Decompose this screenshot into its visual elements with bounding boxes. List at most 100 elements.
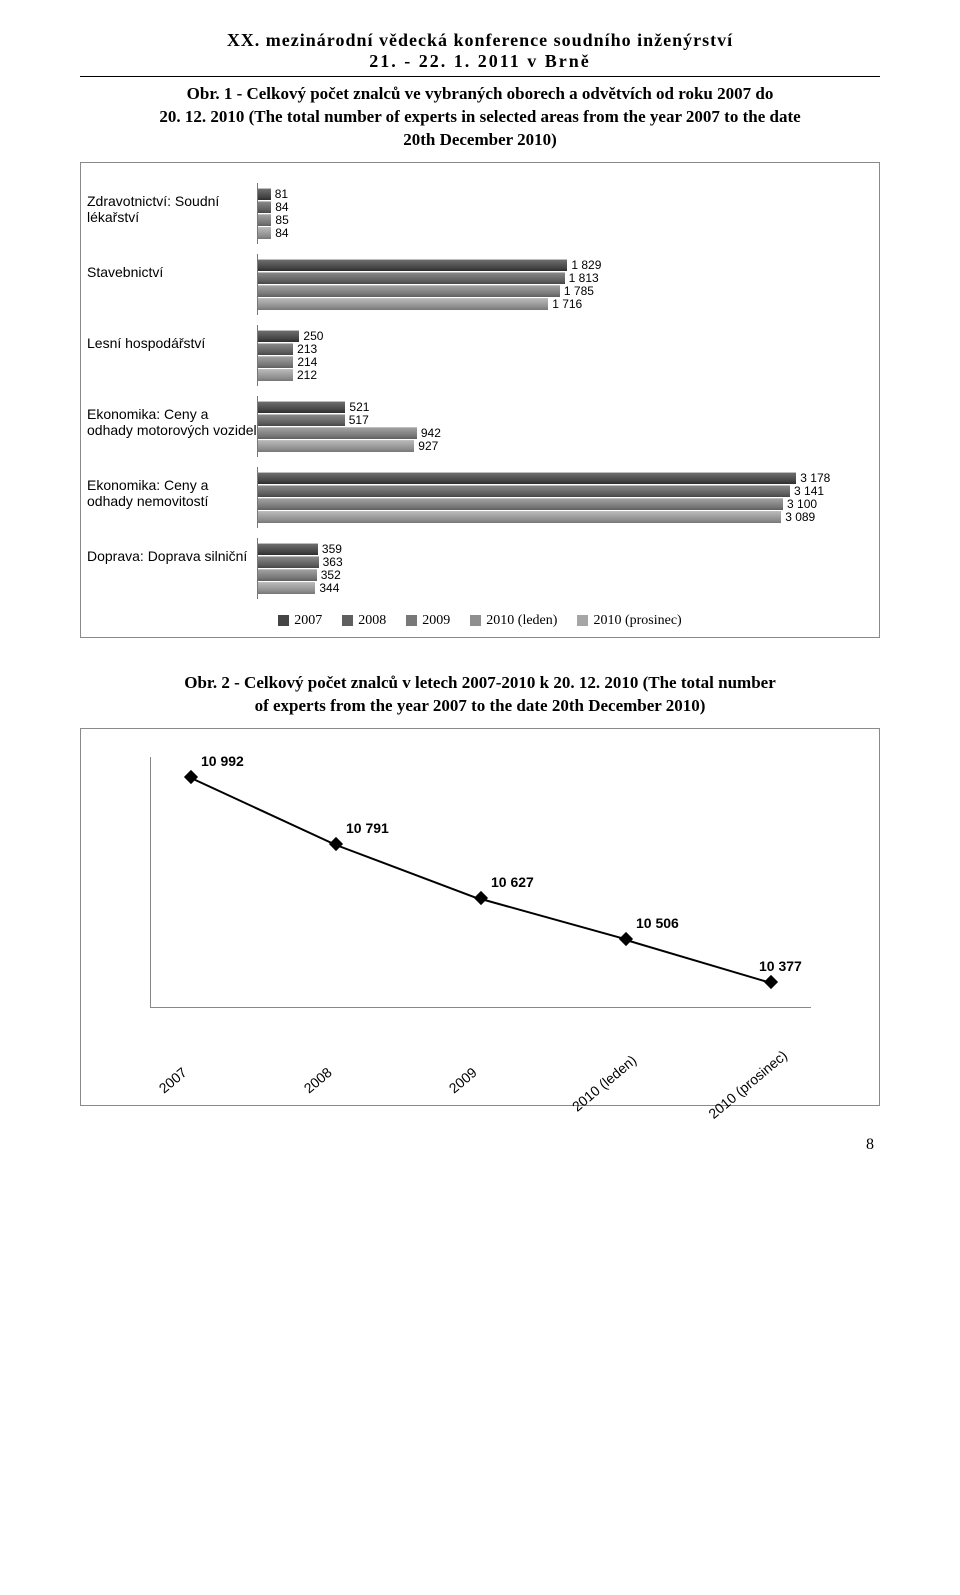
bar-value-label: 213 [297, 342, 317, 356]
bar-value-label: 250 [303, 329, 323, 343]
bar-value-label: 927 [418, 439, 438, 453]
bars-column: 1 8291 8131 7851 716 [257, 258, 873, 311]
legend-label: 2009 [422, 613, 450, 629]
bar-group-label: Zdravotnictví: Soudní lékařství [87, 187, 257, 225]
bar-group: Stavebnictví1 8291 8131 7851 716 [87, 258, 873, 311]
bar-value-label: 1 829 [571, 258, 601, 272]
bar-value-label: 3 178 [800, 471, 830, 485]
bar [257, 472, 796, 484]
bar-chart: Zdravotnictví: Soudní lékařství81848584S… [87, 187, 873, 595]
line-segment [191, 777, 337, 846]
bar [257, 272, 565, 284]
bar-value-label: 3 089 [785, 510, 815, 524]
caption1-l2: 20. 12. 2010 (The total number of expert… [159, 107, 800, 126]
caption2-l2: of experts from the year 2007 to the dat… [255, 696, 706, 715]
bar [257, 201, 271, 213]
bar-value-label: 3 100 [787, 497, 817, 511]
bar [257, 543, 318, 555]
bar-value-label: 517 [349, 413, 369, 427]
legend-label: 2010 (prosinec) [593, 613, 681, 629]
bar-value-label: 521 [349, 400, 369, 414]
bar-group: Zdravotnictví: Soudní lékařství81848584 [87, 187, 873, 240]
bar-value-label: 1 785 [564, 284, 594, 298]
bar [257, 227, 271, 239]
bar-value-label: 363 [323, 555, 343, 569]
bars-column: 359363352344 [257, 542, 873, 595]
bar [257, 427, 417, 439]
legend-label: 2008 [358, 613, 386, 629]
legend-item: 2010 (leden) [470, 613, 557, 629]
line-point [474, 891, 488, 905]
line-segment [481, 898, 627, 940]
x-axis-label: 2007 [156, 1064, 190, 1096]
bars-column: 3 1783 1413 1003 089 [257, 471, 873, 524]
bar-group-label: Ekonomika: Ceny a odhady nemovitostí [87, 471, 257, 509]
bar-value-label: 85 [275, 213, 288, 227]
bar-group: Doprava: Doprava silniční359363352344 [87, 542, 873, 595]
bar [257, 214, 271, 226]
bar [257, 285, 560, 297]
line-chart-plot: 10 99210 79110 62710 50610 377 [150, 757, 811, 1008]
bar [257, 498, 783, 510]
line-chart-xlabels: 2007200820092010 (leden)2010 (prosinec) [150, 1012, 810, 1092]
line-chart-frame: 10 99210 79110 62710 50610 377 200720082… [80, 728, 880, 1106]
x-axis-label: 2010 (prosinec) [705, 1047, 790, 1122]
line-segment [626, 939, 772, 984]
bar-value-label: 942 [421, 426, 441, 440]
header-subtitle: 21. - 22. 1. 2011 v Brně [80, 51, 880, 77]
legend-item: 2007 [278, 613, 322, 629]
legend-swatch [342, 615, 353, 626]
bar-group-label: Stavebnictví [87, 258, 257, 280]
x-axis-label: 2010 (leden) [569, 1052, 640, 1115]
bar [257, 298, 548, 310]
bar-value-label: 84 [275, 226, 288, 240]
bar-chart-legend: 2007 2008 2009 2010 (leden) 2010 (prosinec) [87, 613, 873, 632]
legend-label: 2010 (leden) [486, 613, 557, 629]
line-point-label: 10 791 [346, 820, 389, 836]
bar [257, 414, 345, 426]
bar [257, 259, 567, 271]
line-point-label: 10 377 [759, 958, 802, 974]
line-point-label: 10 506 [636, 915, 679, 931]
bar-group-label: Lesní hospodářství [87, 329, 257, 351]
bar [257, 556, 319, 568]
bar-value-label: 1 813 [569, 271, 599, 285]
x-axis-label: 2008 [301, 1064, 335, 1096]
line-point-label: 10 992 [201, 753, 244, 769]
bar-value-label: 214 [297, 355, 317, 369]
line-segment [336, 844, 482, 901]
header-title: XX. mezinárodní vědecká konference soudn… [80, 30, 880, 51]
bar-chart-frame: Zdravotnictví: Soudní lékařství81848584S… [80, 162, 880, 639]
bar-value-label: 352 [321, 568, 341, 582]
bar-value-label: 359 [322, 542, 342, 556]
bar [257, 569, 317, 581]
legend-label: 2007 [294, 613, 322, 629]
bar-group: Ekonomika: Ceny a odhady motorových vozi… [87, 400, 873, 453]
bar [257, 440, 414, 452]
bars-column: 521517 942927 [257, 400, 873, 453]
bars-column: 250213214212 [257, 329, 873, 382]
figure1-caption: Obr. 1 - Celkový počet znalců ve vybraný… [80, 83, 880, 152]
legend-item: 2010 (prosinec) [577, 613, 681, 629]
line-point [329, 836, 343, 850]
bar [257, 485, 790, 497]
caption1-l1: Obr. 1 - Celkový počet znalců ve vybraný… [187, 84, 774, 103]
x-axis-label: 2009 [446, 1064, 480, 1096]
bar [257, 401, 345, 413]
caption2-l1: Obr. 2 - Celkový počet znalců v letech 2… [184, 673, 776, 692]
bar-group: Lesní hospodářství250213214212 [87, 329, 873, 382]
bar [257, 511, 781, 523]
page-number: 8 [80, 1136, 880, 1154]
bars-column: 81848584 [257, 187, 873, 240]
bar-value-label: 212 [297, 368, 317, 382]
figure2-caption: Obr. 2 - Celkový počet znalců v letech 2… [80, 672, 880, 718]
legend-swatch [577, 615, 588, 626]
line-point-label: 10 627 [491, 874, 534, 890]
bar-group: Ekonomika: Ceny a odhady nemovitostí3 17… [87, 471, 873, 524]
line-point [619, 931, 633, 945]
bar-value-label: 3 141 [794, 484, 824, 498]
bar-value-label: 81 [275, 187, 288, 201]
bar [257, 369, 293, 381]
bar [257, 188, 271, 200]
legend-swatch [406, 615, 417, 626]
